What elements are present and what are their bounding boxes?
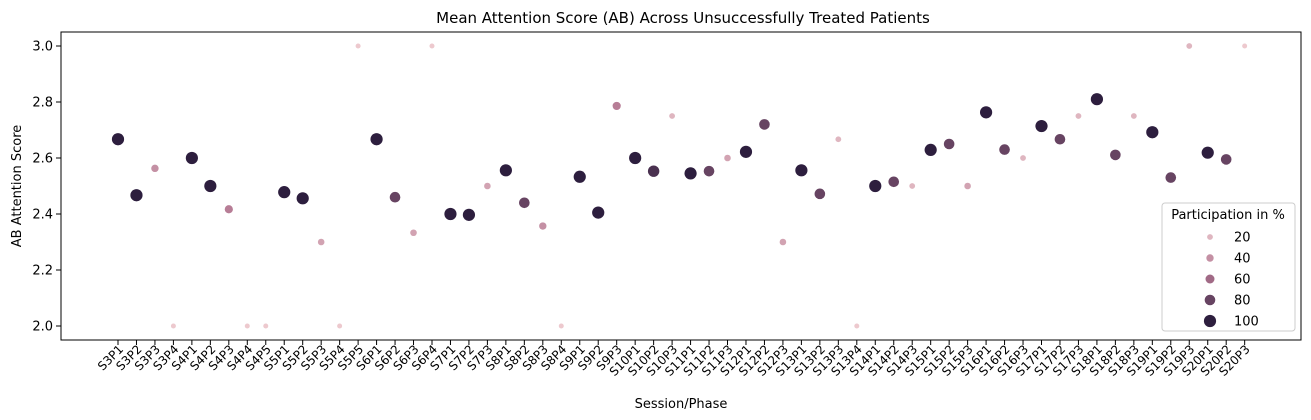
data-point-s19p1	[1146, 126, 1159, 139]
x-axis: S3P1S3P2S3P3S3P4S4P1S4P2S4P3S4P4S4P5S5P1…	[95, 340, 1253, 379]
y-tick-label: 2.8	[32, 96, 53, 111]
data-point-s3p1	[111, 133, 125, 146]
legend-title: Participation in %	[1171, 208, 1285, 223]
data-point-s6p4	[429, 43, 435, 49]
legend-marker	[1205, 274, 1215, 284]
data-point-s7p3	[484, 182, 491, 190]
data-point-s17p2	[1054, 133, 1066, 145]
data-point-s4p4	[244, 323, 250, 329]
data-point-s19p3	[1186, 43, 1193, 49]
data-point-s12p3	[779, 238, 787, 246]
data-point-s10p2	[647, 165, 660, 177]
data-point-s12p2	[759, 119, 770, 130]
y-tick-label: 2.6	[32, 152, 53, 167]
data-point-s3p2	[130, 189, 143, 202]
data-point-s3p3	[151, 164, 159, 173]
data-point-s8p2	[519, 197, 530, 209]
data-point-s20p3	[1242, 43, 1248, 49]
legend-marker	[1204, 294, 1216, 306]
data-point-s5p1	[278, 186, 291, 199]
data-point-s10p3	[669, 113, 675, 119]
legend-label: 60	[1234, 273, 1251, 288]
data-point-s9p3	[612, 101, 621, 111]
data-point-s9p2	[592, 206, 605, 219]
data-point-s11p1	[684, 167, 697, 180]
data-point-s16p3	[1020, 155, 1026, 161]
data-point-s4p5	[263, 323, 269, 329]
data-point-s9p1	[573, 170, 586, 183]
y-axis-label: AB Attention Score	[10, 125, 25, 247]
y-tick-label: 2.4	[32, 208, 53, 223]
data-point-s14p2	[888, 176, 900, 188]
data-point-s19p2	[1165, 172, 1177, 183]
data-point-s8p4	[558, 323, 564, 329]
data-point-s18p1	[1090, 93, 1104, 106]
data-point-s14p3	[909, 183, 916, 189]
data-point-s16p2	[999, 144, 1010, 155]
data-point-s8p3	[539, 222, 547, 230]
data-point-s13p3	[835, 136, 842, 143]
data-point-s6p3	[410, 229, 417, 237]
data-point-s13p4	[854, 323, 860, 329]
legend-label: 80	[1234, 294, 1251, 309]
y-tick-label: 3.0	[32, 40, 53, 55]
data-point-s13p1	[795, 164, 808, 177]
legend-marker	[1206, 254, 1214, 262]
plot-area	[60, 31, 1302, 341]
data-point-s5p3	[317, 238, 325, 246]
data-point-s6p1	[370, 133, 383, 146]
legend-label: 100	[1234, 315, 1259, 330]
data-point-s7p1	[444, 207, 457, 221]
legend-frame	[1161, 202, 1296, 332]
x-axis-label: Session/Phase	[635, 397, 728, 412]
legend-marker	[1203, 314, 1217, 328]
data-point-s11p3	[724, 154, 731, 162]
data-point-s18p3	[1130, 113, 1137, 119]
y-tick-label: 2.2	[32, 264, 53, 279]
data-point-s20p1	[1201, 146, 1214, 159]
data-point-s5p5	[355, 43, 361, 49]
y-axis: 2.0 2.2 2.4 2.6 2.8 3.0	[32, 40, 61, 335]
data-point-s8p1	[499, 164, 512, 177]
data-point-s20p2	[1220, 154, 1232, 165]
data-point-s4p2	[204, 179, 217, 193]
data-point-s7p2	[462, 208, 476, 221]
data-point-s18p2	[1110, 149, 1121, 161]
data-point-s15p1	[924, 143, 937, 156]
legend-label: 40	[1234, 252, 1251, 267]
data-point-s4p1	[185, 151, 198, 165]
legend-items: 20 40 60 80 100	[1203, 231, 1259, 330]
chart-title: Mean Attention Score (AB) Across Unsucce…	[436, 9, 930, 27]
data-point-s4p3	[224, 205, 233, 214]
data-point-s17p3	[1075, 113, 1082, 119]
data-point-s12p1	[739, 145, 753, 158]
data-point-s6p2	[389, 191, 401, 203]
legend-marker	[1207, 234, 1213, 240]
data-point-s5p2	[296, 192, 309, 205]
legend: Participation in % 20 40 60 80 100	[1161, 202, 1296, 332]
y-tick-label: 2.0	[32, 320, 53, 335]
data-point-s3p4	[170, 323, 176, 329]
data-point-s17p1	[1035, 119, 1048, 133]
data-point-s10p1	[629, 151, 642, 165]
legend-label: 20	[1234, 231, 1251, 246]
data-point-s14p1	[869, 179, 882, 193]
data-points	[111, 43, 1248, 329]
data-point-s5p4	[337, 323, 343, 329]
data-point-s15p2	[943, 138, 955, 150]
data-point-s11p2	[703, 165, 715, 177]
data-point-s16p1	[979, 106, 993, 119]
data-point-s13p2	[814, 188, 826, 200]
data-point-s15p3	[964, 182, 971, 190]
